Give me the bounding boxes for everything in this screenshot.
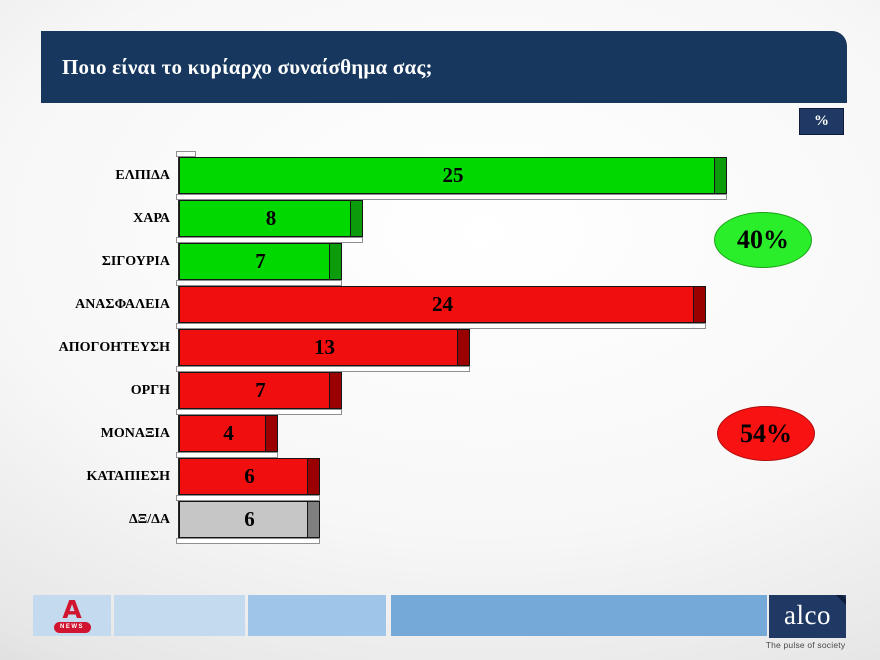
bar-ΕΛΠΙΔΑ: 25 [179, 157, 727, 194]
category-label: ΚΑΤΑΠΙΕΣΗ [86, 468, 170, 484]
bar-end-cap [350, 201, 362, 236]
bar-ΣΙΓΟΥΡΙΑ: 7 [179, 243, 342, 280]
bar-end-cap [714, 158, 726, 193]
category-label: ΣΙΓΟΥΡΙΑ [101, 253, 170, 269]
category-label: ΜΟΝΑΞΙΑ [100, 425, 170, 441]
alco-logo: alco [769, 595, 846, 638]
category-label: ΔΞ/ΔΑ [128, 511, 170, 527]
bar-end-cap [329, 373, 341, 408]
bar-ΑΠΟΓΟΗΤΕΥΣΗ: 13 [179, 329, 470, 366]
bar-base-tick [176, 366, 470, 372]
footer-tile-4 [391, 595, 767, 636]
bar-ΔΞ/ΔΑ: 6 [179, 501, 320, 538]
category-label: ΟΡΓΗ [130, 382, 170, 398]
bar-base-tick [176, 194, 727, 200]
footer-tile-3 [248, 595, 386, 636]
bar-value: 7 [255, 378, 266, 402]
bar-base-tick [176, 495, 320, 501]
bar-end-cap [307, 459, 319, 494]
bar-ΧΑΡΑ: 8 [179, 200, 363, 237]
footer-tile-alpha: A NEWS [33, 595, 111, 636]
bar-ΜΟΝΑΞΙΑ: 4 [179, 415, 278, 452]
red-total-ellipse: 54% [717, 406, 815, 461]
bar-end-cap [457, 330, 469, 365]
green-total-label: 40% [737, 225, 789, 254]
bar-end-cap [693, 287, 705, 322]
percent-badge-label: % [814, 113, 829, 129]
bar-value: 6 [244, 507, 255, 531]
title-bar: Ποιο είναι το κυρίαρχο συναίσθημα σας; [41, 31, 847, 103]
category-label: ΕΛΠΙΔΑ [115, 167, 170, 183]
bar-end-cap [265, 416, 277, 451]
bar-base-tick [176, 409, 342, 415]
category-label: ΑΝΑΣΦΑΛΕΙΑ [75, 296, 170, 312]
bar-value: 8 [265, 206, 277, 230]
green-total-ellipse: 40% [714, 212, 812, 268]
percent-badge: % [799, 108, 844, 135]
bar-end-cap [307, 502, 319, 537]
alpha-news-logo: A NEWS [33, 595, 111, 636]
alpha-letter-icon: A [62, 594, 82, 624]
bar-ΑΝΑΣΦΑΛΕΙΑ: 24 [179, 286, 706, 323]
bar-value: 24 [432, 292, 453, 316]
bar-base-tick [176, 323, 706, 329]
bar-base-tick [176, 538, 320, 544]
bar-base-tick [176, 452, 278, 458]
red-total-label: 54% [740, 418, 792, 448]
footer-tile-2 [114, 595, 245, 636]
alco-logo-text: alco [784, 599, 831, 630]
axis-tick [176, 151, 196, 157]
bar-value: 6 [244, 464, 255, 488]
bar-base-tick [176, 280, 342, 286]
category-label: ΧΑΡΑ [133, 210, 170, 226]
bar-end-cap [329, 244, 341, 279]
category-label: ΑΠΟΓΟΗΤΕΥΣΗ [58, 339, 170, 355]
page-title: Ποιο είναι το κυρίαρχο συναίσθημα σας; [62, 54, 433, 79]
bar-value: 7 [255, 249, 266, 273]
bar-base-tick [176, 237, 363, 243]
bar-ΚΑΤΑΠΙΕΣΗ: 6 [179, 458, 320, 495]
alco-tagline: The pulse of society [765, 640, 846, 650]
bar-value: 4 [223, 421, 234, 445]
bar-ΟΡΓΗ: 7 [179, 372, 342, 409]
bar-value: 13 [314, 335, 335, 359]
news-badge: NEWS [53, 621, 91, 633]
bar-value: 25 [442, 163, 464, 187]
